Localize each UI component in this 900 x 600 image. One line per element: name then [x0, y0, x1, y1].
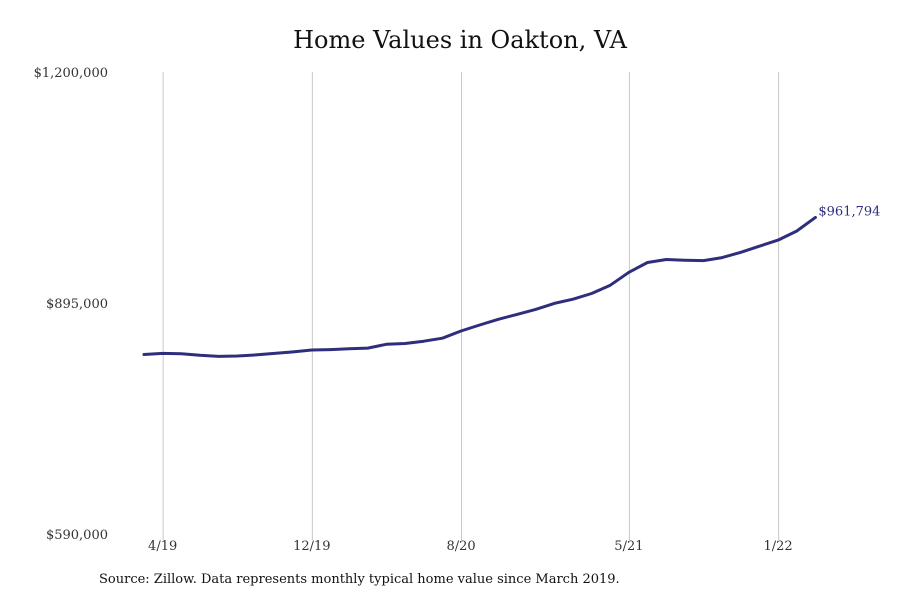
end-value-label: $961,794	[818, 204, 880, 219]
series-layer	[142, 215, 817, 358]
x-axis-ticks: 4/19 12/19 8/20 5/21 1/22	[148, 539, 793, 554]
chart-source-note: Source: Zillow. Data represents monthly …	[99, 572, 620, 587]
x-tick-label-0: 4/19	[148, 539, 177, 554]
y-axis-ticks: $1,200,000 $895,000 $590,000	[34, 66, 108, 543]
chart-title: Home Values in Oakton, VA	[293, 26, 627, 54]
x-tick-label-2: 8/20	[446, 539, 475, 554]
x-tick-label-4: 1/22	[763, 539, 792, 554]
y-tick-label-0: $1,200,000	[34, 66, 108, 81]
series-line-0	[142, 215, 817, 358]
y-tick-label-1: $895,000	[46, 297, 108, 312]
label-layer: $961,794	[818, 204, 880, 219]
y-tick-label-2: $590,000	[46, 528, 108, 543]
x-tick-label-1: 12/19	[293, 539, 330, 554]
x-tick-label-3: 5/21	[614, 539, 643, 554]
gridlines	[162, 72, 780, 540]
